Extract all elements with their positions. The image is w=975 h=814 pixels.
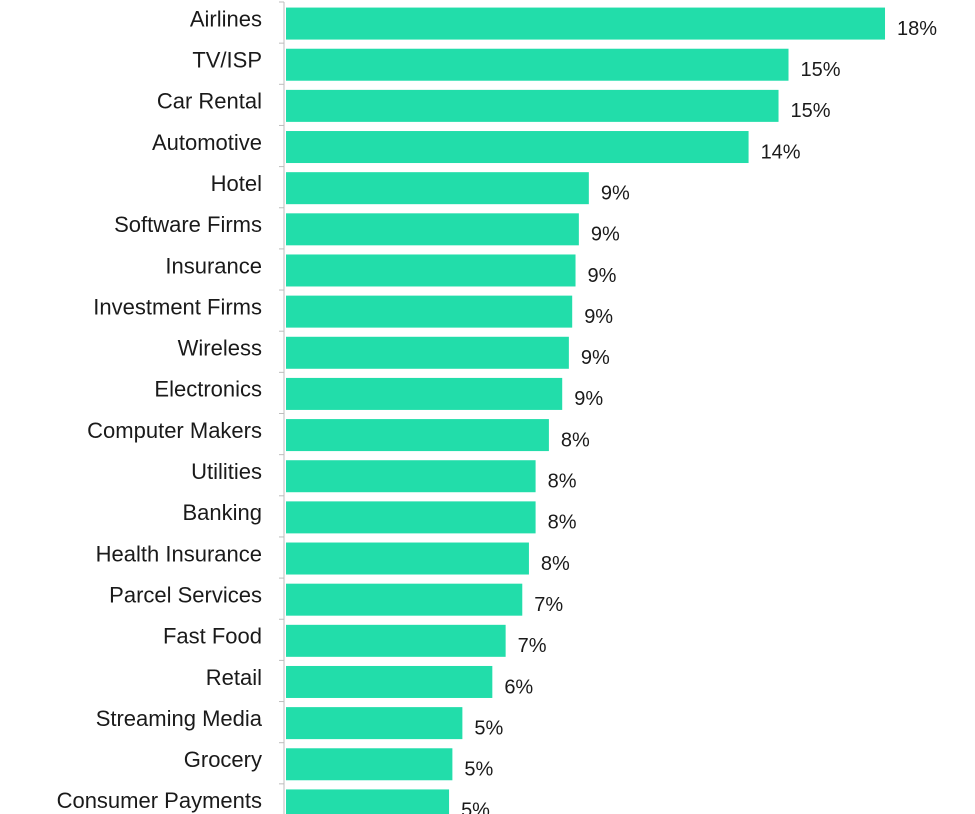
value-label-electronics: 9% <box>574 388 603 410</box>
category-label-electronics: Electronics <box>154 377 262 402</box>
category-label-banking: Banking <box>182 500 262 525</box>
category-label-streaming-media: Streaming Media <box>96 706 263 731</box>
y-axis-ticks <box>279 1 284 785</box>
value-label-insurance: 9% <box>588 265 617 287</box>
bar-streaming-media <box>286 707 463 740</box>
bar-hotel <box>286 172 589 205</box>
value-label-tv-isp: 15% <box>801 59 841 81</box>
value-label-consumer-payments: 5% <box>461 800 490 814</box>
bar-wireless <box>286 336 569 369</box>
value-label-airlines: 18% <box>897 18 937 40</box>
bar-grocery <box>286 748 453 781</box>
value-label-banking: 8% <box>548 512 577 534</box>
value-label-parcel-services: 7% <box>534 594 563 616</box>
category-labels-group: Airlines TV/ISP Car Rental Automotive Hotel S… <box>57 6 263 813</box>
category-label-airlines: Airlines <box>190 6 262 31</box>
value-label-fast-food: 7% <box>518 635 547 657</box>
category-label-hotel: Hotel <box>211 171 262 196</box>
category-label-utilities: Utilities <box>191 459 262 484</box>
bar-banking <box>286 501 536 534</box>
bar-health-insurance <box>286 542 529 575</box>
bar-investment-firms <box>286 295 573 328</box>
value-labels-group: 18%15%15%14%9%9%9%9%9%9%8%8%8%8%7%7%6%5%… <box>461 18 937 814</box>
category-label-car-rental: Car Rental <box>157 89 262 114</box>
category-label-software-firms: Software Firms <box>114 212 262 237</box>
value-label-health-insurance: 8% <box>541 553 570 575</box>
bar-consumer-payments <box>286 789 450 814</box>
value-label-software-firms: 9% <box>591 224 620 246</box>
value-label-investment-firms: 9% <box>584 306 613 328</box>
bar-computer-makers <box>286 419 549 452</box>
category-label-automotive: Automotive <box>152 130 262 155</box>
value-label-utilities: 8% <box>548 471 577 493</box>
category-label-health-insurance: Health Insurance <box>96 541 262 566</box>
value-label-streaming-media: 5% <box>474 717 503 739</box>
category-label-insurance: Insurance <box>165 253 262 278</box>
value-label-retail: 6% <box>504 676 533 698</box>
category-label-investment-firms: Investment Firms <box>93 294 262 319</box>
value-label-car-rental: 15% <box>791 100 831 122</box>
bar-airlines <box>286 7 886 40</box>
bar-tv-isp <box>286 48 789 81</box>
value-label-wireless: 9% <box>581 347 610 369</box>
value-label-computer-makers: 8% <box>561 429 590 451</box>
bar-retail <box>286 665 493 698</box>
bar-parcel-services <box>286 583 523 616</box>
category-label-wireless: Wireless <box>178 336 262 361</box>
bar-electronics <box>286 377 563 410</box>
bar-car-rental <box>286 89 779 122</box>
bar-utilities <box>286 460 536 493</box>
value-label-automotive: 14% <box>761 141 801 163</box>
bar-software-firms <box>286 213 579 246</box>
category-label-grocery: Grocery <box>184 747 262 772</box>
category-label-computer-makers: Computer Makers <box>87 418 262 443</box>
bar-insurance <box>286 254 576 287</box>
bars-group <box>286 7 886 814</box>
category-label-tv-isp: TV/ISP <box>192 48 262 73</box>
category-label-parcel-services: Parcel Services <box>109 582 262 607</box>
value-label-hotel: 9% <box>601 182 630 204</box>
category-label-fast-food: Fast Food <box>163 624 262 649</box>
value-label-grocery: 5% <box>464 759 493 781</box>
bar-automotive <box>286 131 749 164</box>
category-label-consumer-payments: Consumer Payments <box>57 788 262 813</box>
category-label-retail: Retail <box>206 665 262 690</box>
bar-fast-food <box>286 624 506 657</box>
